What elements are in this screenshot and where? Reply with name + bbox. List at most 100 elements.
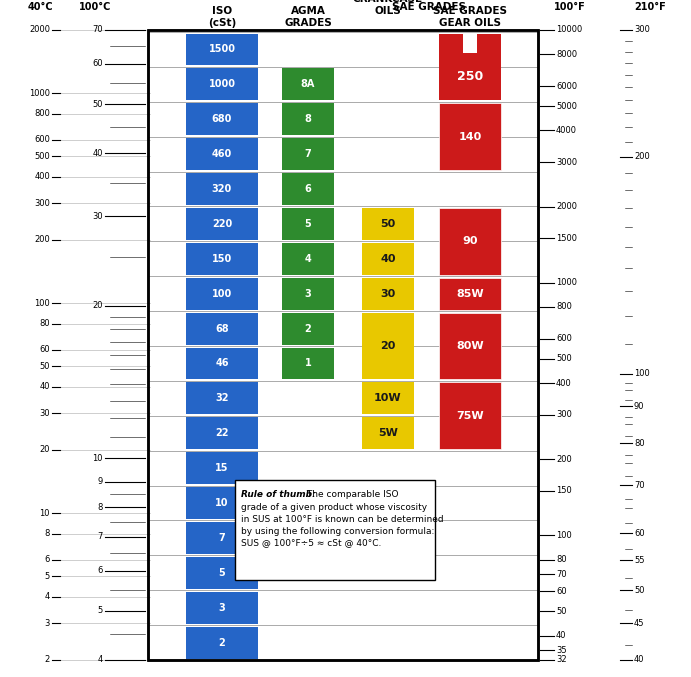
Text: Rule of thumb:: Rule of thumb:	[241, 490, 316, 499]
Text: 10000: 10000	[556, 26, 583, 35]
Text: 40: 40	[93, 149, 103, 158]
Bar	[186, 383, 258, 414]
Text: 4: 4	[97, 655, 103, 665]
Text: 80W: 80W	[456, 341, 484, 351]
Text: 10: 10	[93, 454, 103, 463]
Text: 6: 6	[97, 566, 103, 575]
Text: 70: 70	[556, 569, 567, 579]
Bar	[186, 138, 258, 170]
Bar	[282, 313, 334, 345]
Text: 220: 220	[212, 219, 232, 229]
Bar	[282, 278, 334, 309]
Text: 9: 9	[97, 477, 103, 486]
Text: 60: 60	[39, 345, 50, 354]
Text: 5: 5	[218, 568, 225, 577]
Text: 35: 35	[556, 646, 567, 655]
Text: SUS/
210°F: SUS/ 210°F	[634, 0, 666, 12]
Bar	[186, 104, 258, 135]
Text: 100: 100	[556, 531, 571, 540]
Bar	[439, 383, 501, 449]
Text: 320: 320	[212, 184, 232, 194]
Text: 300: 300	[634, 26, 650, 35]
Bar	[477, 33, 501, 53]
Text: 5W: 5W	[378, 429, 398, 438]
Text: cSt/
100°C: cSt/ 100°C	[79, 0, 111, 12]
Text: 150: 150	[556, 486, 571, 495]
Text: 3000: 3000	[556, 158, 577, 167]
Text: 22: 22	[216, 429, 229, 438]
Bar	[439, 104, 501, 170]
Bar	[362, 208, 414, 240]
Text: 75W: 75W	[456, 411, 484, 421]
Text: 800: 800	[34, 109, 50, 118]
Text: 32: 32	[556, 655, 567, 665]
Text: 1500: 1500	[209, 45, 236, 54]
Text: 90: 90	[462, 236, 477, 246]
Text: 140: 140	[458, 131, 482, 141]
Text: 300: 300	[556, 410, 572, 419]
Bar	[186, 208, 258, 240]
Text: 60: 60	[634, 529, 645, 538]
Text: 100: 100	[634, 369, 650, 378]
Bar	[439, 208, 501, 275]
Bar	[148, 30, 538, 660]
Bar	[186, 68, 258, 100]
Text: 40: 40	[556, 631, 567, 640]
Text: 1000: 1000	[29, 89, 50, 97]
Bar	[282, 104, 334, 135]
Text: 5: 5	[97, 607, 103, 615]
Text: 8000: 8000	[556, 50, 577, 59]
Text: 40: 40	[39, 383, 50, 391]
Text: 45: 45	[634, 619, 645, 628]
Bar	[186, 347, 258, 379]
Text: 50: 50	[556, 607, 567, 615]
Text: 7: 7	[218, 533, 225, 543]
Bar	[282, 138, 334, 170]
Text: 8: 8	[305, 114, 312, 124]
Bar	[186, 33, 258, 66]
Text: 5: 5	[305, 219, 312, 229]
Text: 200: 200	[634, 152, 650, 161]
Text: 50: 50	[634, 586, 645, 594]
Bar	[186, 313, 258, 345]
Bar	[439, 53, 501, 100]
Text: 1000: 1000	[556, 278, 577, 287]
Text: 80: 80	[634, 439, 645, 447]
Text: SAE GRADES
GEAR OILS: SAE GRADES GEAR OILS	[433, 6, 507, 28]
Text: 7: 7	[97, 532, 103, 542]
Text: 8A: 8A	[301, 79, 315, 89]
Text: SAE GRADES
CRANKCASE
OILS: SAE GRADES CRANKCASE OILS	[351, 0, 425, 16]
Text: AGMA
GRADES: AGMA GRADES	[284, 6, 332, 28]
Text: 2: 2	[305, 324, 312, 334]
Text: 2: 2	[45, 655, 50, 665]
Bar	[186, 557, 258, 589]
Text: 2: 2	[218, 638, 225, 648]
Text: 460: 460	[212, 149, 232, 159]
Bar	[282, 347, 334, 379]
Text: 1500: 1500	[556, 234, 577, 242]
Text: 10: 10	[39, 508, 50, 518]
Bar	[186, 592, 258, 624]
Text: 20: 20	[93, 301, 103, 310]
Text: grade of a given product whose viscosity
in SUS at 100°F is known can be determi: grade of a given product whose viscosity…	[241, 503, 444, 548]
Text: 1000: 1000	[209, 79, 236, 89]
Bar	[282, 68, 334, 100]
Text: 4000: 4000	[556, 126, 577, 135]
Bar	[362, 417, 414, 449]
Bar	[186, 417, 258, 449]
Text: 70: 70	[634, 481, 645, 489]
Text: 10: 10	[216, 498, 229, 508]
Text: 400: 400	[556, 378, 571, 387]
Text: SUS/
100°F: SUS/ 100°F	[554, 0, 586, 12]
Text: 2000: 2000	[29, 26, 50, 35]
Text: 150: 150	[212, 254, 232, 264]
Text: 40: 40	[634, 655, 645, 665]
Text: 1: 1	[305, 358, 312, 368]
Text: 100: 100	[212, 288, 232, 299]
Text: 500: 500	[556, 354, 571, 363]
Text: 90: 90	[634, 402, 645, 411]
Text: 85W: 85W	[456, 288, 484, 299]
Text: 3: 3	[218, 603, 225, 613]
Text: 30: 30	[380, 288, 396, 299]
Text: 600: 600	[556, 334, 572, 343]
